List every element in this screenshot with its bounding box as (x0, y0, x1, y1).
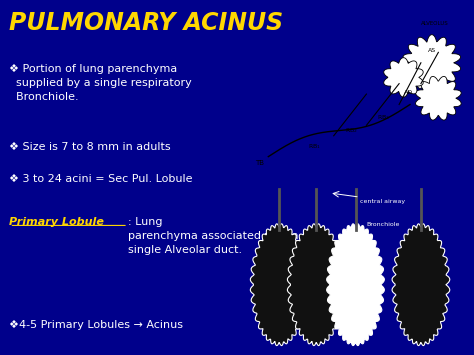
Text: PULMONARY ACINUS: PULMONARY ACINUS (9, 11, 283, 35)
Text: of Kohn: of Kohn (360, 289, 381, 294)
Text: Bronchiole: Bronchiole (366, 222, 400, 227)
Text: ❖ Portion of lung parenchyma
  supplied by a single respiratory
  Bronchiole.: ❖ Portion of lung parenchyma supplied by… (9, 64, 192, 102)
Text: RB$_1$: RB$_1$ (308, 142, 320, 151)
Polygon shape (416, 76, 461, 120)
Text: AD: AD (403, 90, 412, 95)
Polygon shape (250, 224, 308, 345)
Text: ❖4-5 Primary Lobules → Acinus: ❖4-5 Primary Lobules → Acinus (9, 320, 183, 329)
Text: ❖ Size is 7 to 8 mm in adults: ❖ Size is 7 to 8 mm in adults (9, 142, 171, 152)
Text: alveolus: alveolus (360, 268, 383, 273)
Text: TB: TB (255, 160, 264, 166)
Text: ❖ 3 to 24 acini = Sec Pul. Lobule: ❖ 3 to 24 acini = Sec Pul. Lobule (9, 174, 193, 184)
Text: Primary Lobule: Primary Lobule (9, 217, 104, 226)
Text: : Lung
parenchyma associated with a
single Alveolar duct.: : Lung parenchyma associated with a sing… (128, 217, 299, 255)
Text: RB$_2$: RB$_2$ (345, 126, 357, 135)
Text: AS: AS (428, 48, 436, 53)
Text: Pores: Pores (360, 279, 374, 284)
Polygon shape (392, 224, 450, 345)
Polygon shape (384, 58, 423, 97)
Polygon shape (327, 224, 384, 345)
Text: ALVEOLUS: ALVEOLUS (421, 21, 449, 26)
Polygon shape (287, 224, 345, 345)
Polygon shape (403, 35, 461, 91)
Text: RB$_3$: RB$_3$ (377, 113, 391, 122)
Text: central airway: central airway (360, 199, 405, 204)
